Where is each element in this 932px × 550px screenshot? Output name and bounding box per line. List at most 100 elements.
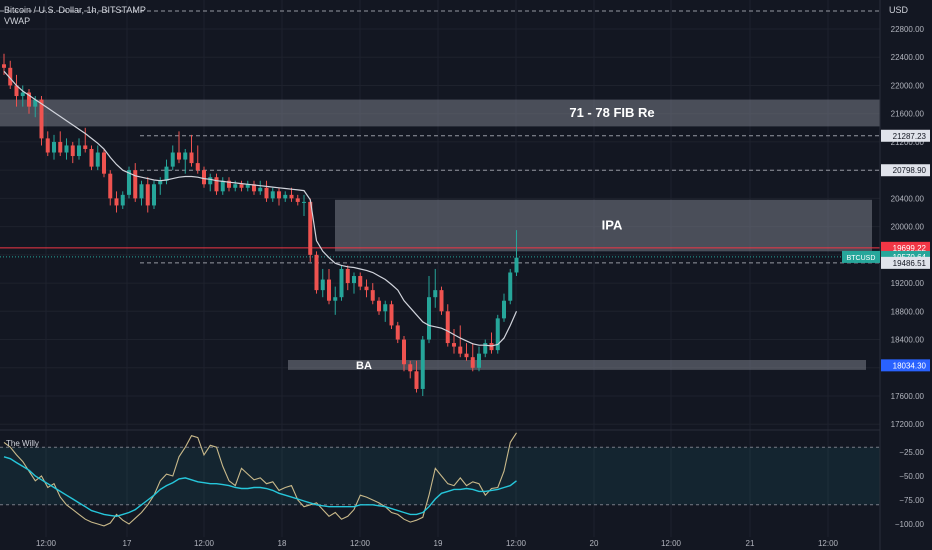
candle-body (8, 67, 13, 86)
candle-body (139, 184, 144, 199)
candle-body (214, 177, 219, 192)
candle-body (58, 141, 63, 153)
willy-tick-label: −100.00 (895, 520, 925, 529)
candle-body (20, 92, 25, 97)
candle-body (95, 152, 100, 167)
candle-body (189, 152, 194, 164)
willy-signal-line (3, 456, 517, 518)
candle-body (370, 290, 375, 301)
candle-body (245, 184, 250, 188)
candle-body (302, 201, 306, 203)
price-tick-label: 17200.00 (891, 420, 925, 429)
price-levels (0, 10, 880, 264)
time-tick-label: 12:00 (194, 539, 215, 548)
willy-tick-label: −75.00 (899, 496, 924, 505)
candle-body (445, 311, 450, 344)
candle-body (358, 276, 363, 287)
candle-body (389, 304, 394, 326)
time-tick-label: 21 (746, 539, 755, 548)
candle-body (364, 286, 369, 291)
candle-body (470, 357, 475, 368)
candle-body (33, 99, 38, 107)
candle-body (414, 371, 419, 389)
candle-body (264, 187, 269, 199)
time-tick-label: 12:00 (350, 539, 371, 548)
time-tick-label: 17 (123, 539, 132, 548)
candle-body (395, 325, 400, 340)
candle-body (327, 279, 331, 301)
level-badge-label: 21287.23 (893, 132, 927, 141)
time-tick-label: 12:00 (36, 539, 57, 548)
level-badge-label: 19486.51 (893, 259, 927, 268)
symbol-title[interactable]: Bitcoin / U.S. Dollar, 1h, BITSTAMP (4, 5, 146, 15)
candle-body (252, 184, 256, 192)
price-tick-label: 19200.00 (891, 279, 925, 288)
candle-body (64, 145, 69, 153)
candle-body (45, 138, 50, 153)
candle-body (320, 279, 325, 291)
candle-body (239, 184, 244, 188)
candle-body (420, 339, 425, 389)
time-tick-label: 18 (278, 539, 287, 548)
price-tick-label: 20000.00 (891, 223, 925, 232)
candle-body (114, 198, 119, 206)
candle-body (258, 187, 263, 192)
time-tick-label: 12:00 (506, 539, 527, 548)
willy-tick-label: −25.00 (899, 448, 924, 457)
candle-body (345, 268, 350, 284)
currency-label[interactable]: USD (889, 5, 909, 15)
willy-title: The Willy (6, 439, 39, 448)
candle-body (195, 163, 200, 171)
candle-body (27, 92, 31, 107)
candle-body (289, 194, 294, 199)
candle-body (170, 152, 175, 167)
vwap-line (3, 70, 518, 347)
candle-body (383, 304, 388, 312)
candle-body (314, 254, 319, 291)
candle-body (233, 184, 238, 188)
candle-body (183, 152, 188, 160)
candle-body (120, 194, 125, 206)
candle-body (352, 276, 356, 284)
candle-body (339, 268, 344, 298)
price-tick-label: 22400.00 (891, 53, 925, 62)
candle-body (333, 297, 338, 301)
willy-band (0, 447, 880, 505)
price-tick-label: 21600.00 (891, 110, 925, 119)
candle-body (477, 353, 481, 368)
candle-body (77, 145, 81, 157)
candle-body (2, 64, 6, 68)
zone-2 (288, 360, 866, 370)
time-axis[interactable]: 12:00 17 12:00 18 12:00 19 12:00 20 12:00 21 12:00 (36, 539, 839, 548)
candle-body (433, 290, 438, 298)
candle-body (402, 339, 406, 365)
price-tick-label: 21200.00 (891, 138, 925, 147)
candle-body (39, 99, 44, 139)
candle-body (452, 343, 456, 347)
candle-body (89, 148, 94, 167)
level-badge-red (881, 241, 930, 254)
time-tick-label: 12:00 (818, 539, 839, 548)
candle-body (508, 272, 513, 301)
candle-body (489, 343, 494, 351)
candle-body (427, 297, 431, 340)
level-badge-label: 19699.22 (893, 244, 927, 253)
price-tick-label: 22800.00 (891, 25, 925, 34)
zone-label: BA (356, 360, 372, 372)
level-badge (881, 164, 930, 177)
candle-body (483, 343, 488, 354)
zone-1 (335, 199, 872, 252)
time-tick-label: 12:00 (661, 539, 682, 548)
price-axis[interactable]: 22800.00 22400.00 22000.00 21600.00 21200.00… (842, 25, 930, 529)
candle-body (464, 353, 469, 358)
level-badge-label: 18034.30 (893, 361, 927, 370)
level-badge (881, 129, 930, 142)
vwap-indicator-label[interactable]: VWAP (4, 16, 30, 26)
level-badge (881, 256, 930, 269)
price-tick-label: 18400.00 (891, 336, 925, 345)
candle-body (220, 180, 225, 192)
candles (2, 53, 519, 396)
level-badge-label: 20798.90 (893, 166, 927, 175)
willy-tick-label: −50.00 (899, 472, 924, 481)
